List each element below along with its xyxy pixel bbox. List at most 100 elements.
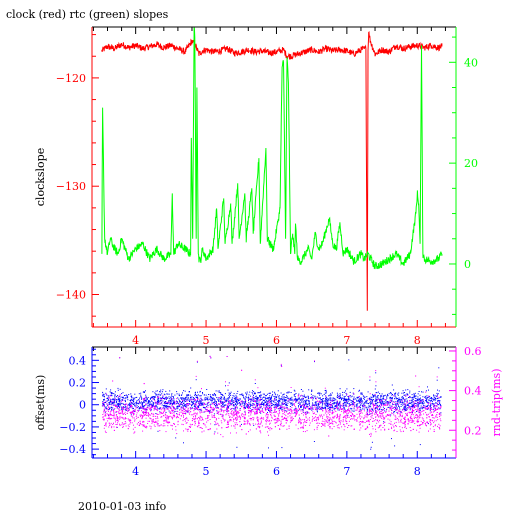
scatter-point bbox=[106, 408, 107, 409]
scatter-point bbox=[342, 398, 343, 399]
scatter-point bbox=[140, 406, 141, 407]
scatter-point bbox=[355, 416, 356, 417]
scatter-point bbox=[280, 424, 281, 425]
scatter-point bbox=[415, 376, 416, 377]
scatter-point bbox=[348, 413, 349, 414]
scatter-point bbox=[173, 396, 174, 397]
scatter-point bbox=[123, 400, 124, 401]
scatter-point bbox=[235, 410, 236, 411]
scatter-point bbox=[223, 436, 224, 437]
scatter-point bbox=[275, 407, 276, 408]
scatter-point bbox=[232, 410, 233, 411]
scatter-point bbox=[197, 408, 198, 409]
scatter-point bbox=[166, 398, 167, 399]
scatter-point bbox=[116, 405, 117, 406]
scatter-point bbox=[326, 392, 327, 393]
scatter-point bbox=[275, 393, 276, 394]
scatter-point bbox=[290, 422, 291, 423]
scatter-point bbox=[332, 408, 333, 409]
scatter-point bbox=[431, 412, 432, 413]
scatter-point bbox=[151, 407, 152, 408]
scatter-point bbox=[203, 402, 204, 403]
scatter-point bbox=[392, 410, 393, 411]
scatter-point bbox=[185, 405, 186, 406]
scatter-point bbox=[111, 409, 112, 410]
scatter-point bbox=[353, 403, 354, 404]
scatter-point bbox=[156, 422, 157, 423]
scatter-point bbox=[199, 418, 200, 419]
scatter-point bbox=[183, 408, 184, 409]
scatter-point bbox=[120, 398, 121, 399]
scatter-point bbox=[189, 400, 190, 401]
scatter-point bbox=[151, 405, 152, 406]
scatter-point bbox=[334, 398, 335, 399]
scatter-point bbox=[371, 397, 372, 398]
scatter-point bbox=[194, 399, 195, 400]
scatter-point bbox=[160, 395, 161, 396]
scatter-point bbox=[253, 391, 254, 392]
scatter-point bbox=[142, 431, 143, 432]
scatter-point bbox=[196, 407, 197, 408]
scatter-point bbox=[339, 409, 340, 410]
scatter-point bbox=[126, 397, 127, 398]
scatter-point bbox=[201, 427, 202, 428]
scatter-point bbox=[397, 413, 398, 414]
scatter-point bbox=[133, 399, 134, 400]
scatter-point bbox=[113, 403, 114, 404]
scatter-point bbox=[224, 421, 225, 422]
scatter-point bbox=[396, 406, 397, 407]
scatter-point bbox=[339, 402, 340, 403]
scatter-point bbox=[122, 427, 123, 428]
scatter-point bbox=[265, 427, 266, 428]
scatter-point bbox=[370, 414, 371, 415]
scatter-point bbox=[190, 395, 191, 396]
scatter-point bbox=[210, 419, 211, 420]
scatter-point bbox=[340, 393, 341, 394]
scatter-point bbox=[119, 396, 120, 397]
scatter-point bbox=[286, 422, 287, 423]
scatter-point bbox=[115, 395, 116, 396]
scatter-point bbox=[123, 414, 124, 415]
scatter-point bbox=[240, 404, 241, 405]
scatter-point bbox=[233, 421, 234, 422]
scatter-point bbox=[308, 398, 309, 399]
scatter-point bbox=[349, 405, 350, 406]
scatter-point bbox=[267, 412, 268, 413]
scatter-point bbox=[318, 418, 319, 419]
scatter-point bbox=[389, 407, 390, 408]
scatter-point bbox=[166, 399, 167, 400]
scatter-point bbox=[368, 407, 369, 408]
scatter-point bbox=[343, 412, 344, 413]
scatter-point bbox=[345, 417, 346, 418]
scatter-point bbox=[388, 395, 389, 396]
scatter-point bbox=[253, 411, 254, 412]
scatter-point bbox=[293, 400, 294, 401]
scatter-point bbox=[184, 411, 185, 412]
scatter-point bbox=[275, 402, 276, 403]
scatter-point bbox=[291, 400, 292, 401]
scatter-point bbox=[363, 398, 364, 399]
scatter-point bbox=[397, 431, 398, 432]
scatter-point bbox=[190, 404, 191, 405]
scatter-point bbox=[204, 394, 205, 395]
scatter-point bbox=[263, 407, 264, 408]
scatter-point bbox=[112, 424, 113, 425]
scatter-point bbox=[422, 417, 423, 418]
scatter-point bbox=[296, 425, 297, 426]
scatter-point bbox=[372, 403, 373, 404]
scatter-point bbox=[396, 397, 397, 398]
scatter-point bbox=[110, 424, 111, 425]
scatter-point bbox=[282, 395, 283, 396]
scatter-point bbox=[313, 418, 314, 419]
scatter-point bbox=[108, 410, 109, 411]
scatter-point bbox=[195, 406, 196, 407]
scatter-point bbox=[312, 403, 313, 404]
scatter-point bbox=[229, 396, 230, 397]
scatter-point bbox=[250, 425, 251, 426]
scatter-point bbox=[295, 398, 296, 399]
scatter-point bbox=[214, 415, 215, 416]
scatter-point bbox=[295, 416, 296, 417]
scatter-point bbox=[176, 391, 177, 392]
scatter-point bbox=[362, 400, 363, 401]
scatter-point bbox=[330, 419, 331, 420]
